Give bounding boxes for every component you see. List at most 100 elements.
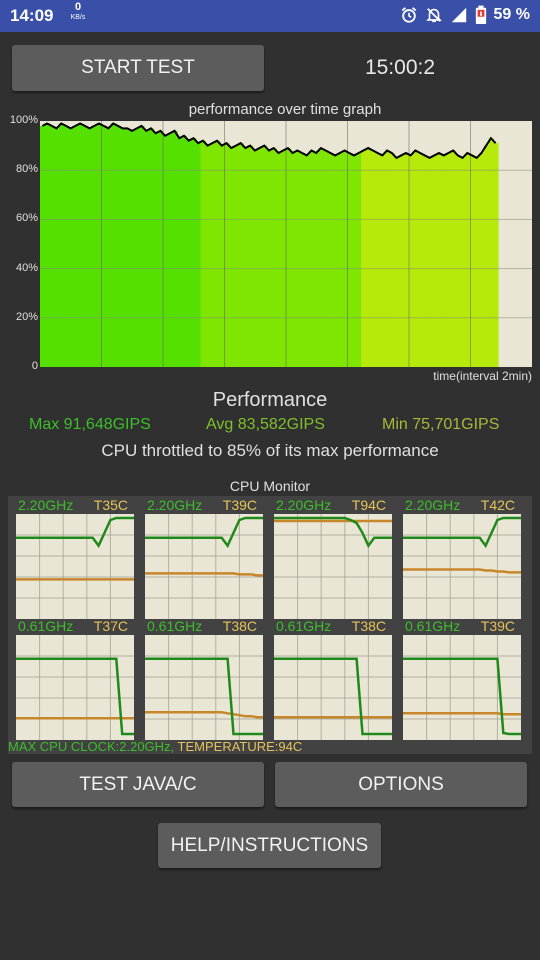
cpu-core-frequency: 0.61GHz	[147, 618, 203, 634]
performance-bar	[106, 128, 112, 367]
performance-bar	[247, 145, 254, 367]
performance-bar	[361, 150, 367, 367]
performance-bar	[427, 157, 433, 367]
performance-graph	[40, 121, 532, 367]
performance-bar	[422, 155, 428, 367]
cpu-core-header: 2.20GHz T39C	[145, 496, 263, 514]
options-button[interactable]: OPTIONS	[275, 762, 527, 807]
cpu-monitor-panel: 2.20GHz T35C 2.20GHz T39C 2.20GHz T94C 2.20GHz…	[8, 496, 532, 754]
performance-bar	[266, 150, 272, 367]
test-java-c-button[interactable]: TEST JAVA/C	[12, 762, 264, 807]
cpu-core-frequency: 2.20GHz	[276, 497, 332, 513]
performance-bar	[431, 155, 438, 367]
frequency-line	[274, 657, 392, 736]
performance-bar	[261, 145, 268, 367]
cpu-core-frequency: 0.61GHz	[18, 618, 74, 634]
performance-bar	[479, 152, 485, 367]
throttle-status: CPU throttled to 85% of its max performa…	[101, 441, 439, 460]
frequency-line	[403, 516, 521, 549]
cpu-core-5: 0.61GHz T38C	[145, 617, 263, 740]
performance-bar	[323, 150, 329, 367]
performance-bar	[346, 152, 353, 367]
performance-bar	[252, 150, 258, 367]
performance-bar	[403, 152, 409, 367]
performance-bar	[233, 145, 239, 367]
performance-bar	[460, 157, 466, 367]
performance-bar	[124, 128, 131, 367]
cpu-core-frequency: 0.61GHz	[276, 618, 332, 634]
cpu-core-graph	[16, 635, 134, 740]
performance-bar	[493, 143, 499, 367]
performance-bar	[436, 152, 442, 367]
cpu-core-4: 0.61GHz T37C	[16, 617, 134, 740]
performance-bar	[450, 150, 457, 367]
cpu-core-graph-svg	[403, 635, 521, 740]
performance-bar	[280, 150, 287, 367]
performance-bar	[167, 133, 173, 367]
cpu-core-temperature: T38C	[222, 618, 257, 634]
performance-bar	[356, 152, 362, 367]
performance-bar	[224, 143, 230, 367]
cpu-core-temperature: T35C	[93, 497, 128, 513]
cpu-core-header: 0.61GHz T37C	[16, 617, 134, 635]
performance-bar	[54, 128, 60, 367]
mute-icon	[425, 8, 442, 23]
performance-bar	[139, 125, 145, 367]
performance-bar	[63, 125, 69, 367]
performance-bar	[96, 123, 102, 367]
battery-percent: 59 %	[493, 6, 530, 23]
performance-bar	[195, 143, 202, 367]
performance-bar	[44, 123, 51, 367]
performance-bar	[294, 150, 301, 367]
performance-bar	[469, 155, 475, 367]
cpu-core-frequency: 2.20GHz	[18, 497, 74, 513]
cpu-monitor-title: CPU Monitor	[229, 478, 311, 494]
cpu-core-graph-svg	[274, 635, 392, 740]
alarm-icon	[401, 7, 416, 23]
performance-bar	[342, 150, 348, 367]
cpu-core-graph-svg	[145, 635, 263, 740]
temperature-line	[145, 572, 263, 577]
frequency-line	[16, 657, 134, 736]
performance-bar	[87, 128, 93, 367]
performance-title: Performance	[212, 389, 328, 411]
battery-icon	[475, 5, 486, 24]
performance-bar	[200, 140, 206, 367]
performance-bar	[365, 148, 372, 367]
cpu-core-graph-svg	[16, 514, 134, 619]
performance-bar	[228, 148, 235, 367]
cpu-core-graph	[403, 514, 521, 619]
cpu-core-graph-svg	[145, 514, 263, 619]
cpu-core-temperature: T39C	[480, 618, 515, 634]
cpu-core-header: 0.61GHz T38C	[274, 617, 392, 635]
performance-bar	[91, 125, 98, 367]
help-instructions-button[interactable]: HELP/INSTRUCTIONS	[158, 823, 381, 868]
cpu-core-temperature: T39C	[222, 497, 257, 513]
performance-bar	[110, 123, 117, 367]
status-icons: 59 %	[400, 5, 530, 25]
test-timer: 15:00:2	[364, 56, 436, 79]
y-tick-label: 60%	[15, 212, 38, 224]
cpu-core-frequency: 0.61GHz	[405, 618, 461, 634]
cpu-core-frequency: 2.20GHz	[147, 497, 203, 513]
avg-gips: Avg 83,582GIPS	[206, 416, 325, 433]
performance-bar	[455, 155, 461, 367]
performance-bar	[238, 143, 244, 367]
graph-title: performance over time graph	[188, 101, 382, 118]
performance-bar	[464, 152, 471, 367]
performance-bar	[209, 143, 216, 367]
performance-bar	[328, 152, 334, 367]
performance-bar	[257, 148, 263, 367]
cpu-core-graph	[145, 514, 263, 619]
performance-graph-svg	[40, 121, 532, 367]
temperature-line	[403, 712, 521, 716]
max-cpu-clock: MAX CPU CLOCK:2.20GHz,	[8, 739, 175, 754]
cpu-core-frequency: 2.20GHz	[405, 497, 461, 513]
status-bar: 14:09 0 KB/s 59 %	[0, 0, 540, 32]
performance-bar	[304, 155, 310, 367]
start-test-button[interactable]: START TEST	[12, 45, 264, 91]
performance-bar	[379, 155, 386, 367]
performance-bar	[332, 155, 339, 367]
performance-bar	[58, 123, 65, 367]
frequency-line	[274, 516, 392, 549]
